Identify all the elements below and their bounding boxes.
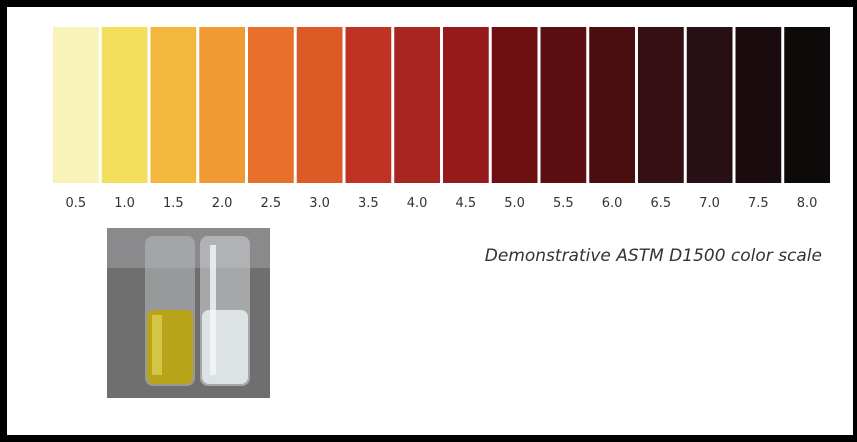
color-swatch — [784, 27, 830, 183]
vial-highlight — [152, 315, 162, 375]
figure: Demonstrative ASTM D1500 color scale 0.5… — [7, 7, 853, 435]
caption: Demonstrative ASTM D1500 color scale — [485, 246, 822, 266]
swatch-label: 7.0 — [699, 196, 720, 211]
swatch-label: 8.0 — [797, 196, 818, 211]
swatch-label: 6.0 — [602, 196, 623, 211]
swatch-label: 2.0 — [212, 196, 233, 211]
swatch-label: 1.0 — [114, 196, 135, 211]
clear-sample — [202, 310, 248, 384]
color-swatch — [248, 27, 294, 183]
color-swatch — [589, 27, 635, 183]
color-swatch — [443, 27, 489, 183]
color-swatch — [346, 27, 392, 183]
color-swatch — [297, 27, 343, 183]
vial-highlight — [210, 245, 216, 375]
sample-photo — [107, 228, 270, 398]
swatch-label: 4.0 — [407, 196, 428, 211]
swatch-label: 4.5 — [456, 196, 477, 211]
color-swatch — [394, 27, 440, 183]
color-swatch — [102, 27, 148, 183]
figure-frame: Demonstrative ASTM D1500 color scale 0.5… — [0, 0, 857, 442]
color-swatch — [199, 27, 245, 183]
swatch-label: 5.0 — [504, 196, 525, 211]
color-swatch — [492, 27, 538, 183]
swatch-label: 3.0 — [309, 196, 330, 211]
color-swatch — [541, 27, 587, 183]
color-swatch — [638, 27, 684, 183]
color-swatch — [53, 27, 99, 183]
swatch-label: 7.5 — [748, 196, 769, 211]
swatch-label: 5.5 — [553, 196, 574, 211]
color-swatch — [687, 27, 733, 183]
swatch-label: 2.5 — [261, 196, 282, 211]
swatch-label: 3.5 — [358, 196, 379, 211]
color-swatch — [736, 27, 782, 183]
swatch-label: 1.5 — [163, 196, 184, 211]
color-swatch — [151, 27, 197, 183]
swatch-label: 0.5 — [66, 196, 87, 211]
swatch-label: 6.5 — [651, 196, 672, 211]
